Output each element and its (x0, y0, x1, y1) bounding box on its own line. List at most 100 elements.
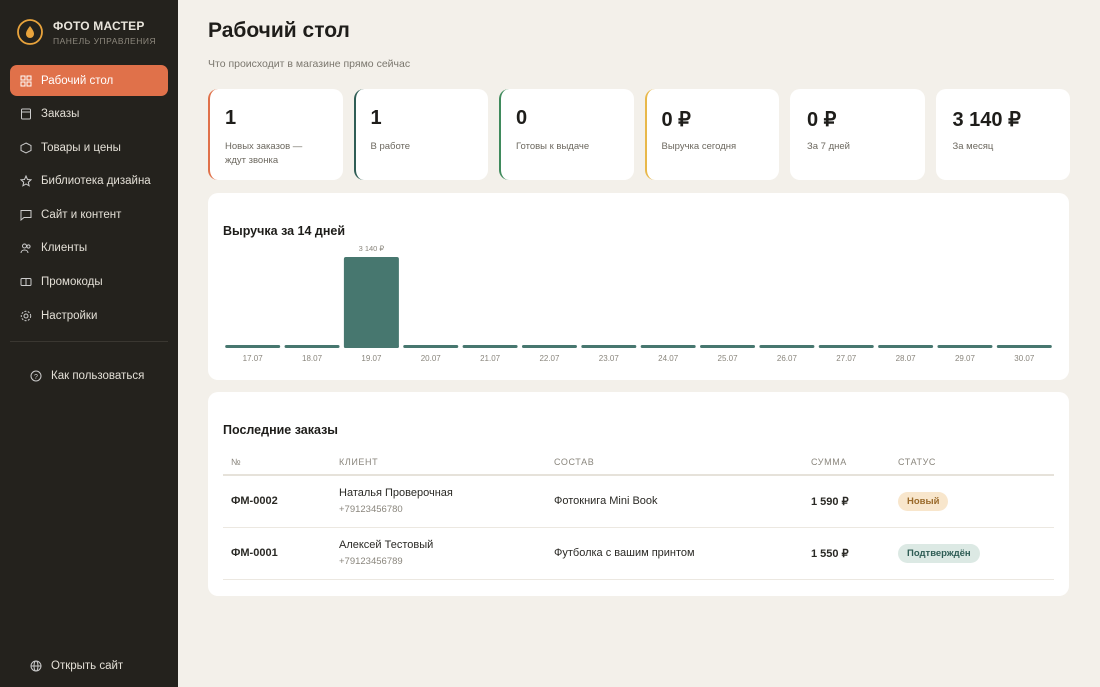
stat-label: В работе (370, 141, 411, 152)
stat-value: 0 ₽ (807, 109, 837, 131)
nav-label: Сайт и контент (41, 208, 122, 221)
open-site-label: Открыть сайт (51, 659, 124, 672)
bar-track (759, 345, 815, 348)
x-tick-label: 30.07 (1014, 354, 1035, 363)
x-tick-label: 20.07 (421, 354, 442, 363)
order-id: ФМ-0002 (223, 475, 331, 528)
nav-item[interactable]: Рабочий стол (10, 65, 168, 96)
x-tick-label: 22.07 (539, 354, 560, 363)
column-header: КЛИЕНТ (331, 450, 546, 476)
help-link[interactable]: ? Как пользоваться (20, 360, 144, 391)
stat-card: 1 Новых заказов — ждут звонка (208, 89, 343, 180)
x-tick-label: 23.07 (599, 354, 620, 363)
bar-track (937, 345, 993, 348)
stat-label: Готовы к выдаче (516, 141, 590, 152)
order-items: Фотокнига Mini Book (546, 475, 803, 528)
order-row: ФМ-0002 Наталья Проверочная +79123456780 Фо… (223, 475, 1054, 528)
logo (17, 19, 43, 45)
help-label: Как пользоваться (51, 369, 145, 382)
x-tick-label: 18.07 (302, 354, 323, 363)
orders-card: Последние заказы № КЛИЕНТ СОСТАВ СУММА СТАТУ… (208, 392, 1069, 596)
client-phone: +79123456789 (339, 556, 403, 567)
client-cell: Наталья Проверочная +79123456780 (331, 475, 546, 528)
stat-value: 3 140 ₽ (952, 109, 1021, 131)
nav-label: Настройки (41, 309, 98, 322)
nav-item[interactable]: Библиотека дизайна (10, 166, 168, 197)
x-tick-label: 25.07 (718, 354, 739, 363)
order-items: Футболка с вашим принтом (546, 527, 803, 580)
nav-item[interactable]: Клиенты (10, 233, 168, 264)
order-sum: 1 590 ₽ (803, 475, 890, 528)
bar-track (225, 345, 281, 348)
x-tick-label: 19.07 (361, 354, 382, 363)
order-id: ФМ-0001 (223, 527, 331, 580)
x-tick-label: 24.07 (658, 354, 679, 363)
stat-card: 0 ₽ Выручка сегодня (644, 89, 779, 180)
chart: 17.07 18.07 19.07 3 140 ₽ 20.07 21.07 22.07 23.… (225, 244, 1052, 363)
page-subtitle: Что происходит в магазине прямо сейчас (208, 58, 411, 70)
svg-text:?: ? (34, 374, 38, 381)
brand: ФОТО МАСТЕР ПАНЕЛЬ УПРАВЛЕНИЯ (16, 18, 156, 46)
stat-value: 1 (370, 107, 382, 129)
stats: 1 Новых заказов — ждут звонка 1 В работе 0 Го… (208, 89, 1070, 180)
x-tick-label: 26.07 (777, 354, 798, 363)
bar-track (581, 345, 637, 348)
nav-item[interactable]: Промокоды (10, 267, 168, 298)
nav-item[interactable]: Товары и цены (10, 132, 168, 163)
bar-track (462, 345, 518, 348)
nav: Рабочий стол Заказы Товары и цены Библиотек… (10, 65, 168, 334)
page-title: Рабочий стол (208, 19, 350, 42)
chart-card: Выручка за 14 дней 17.07 18.07 19.07 3 140 … (208, 193, 1069, 380)
x-tick-label: 28.07 (896, 354, 917, 363)
stat-label: За 7 дней (807, 141, 850, 152)
stat-card: 3 140 ₽ За месяц (935, 89, 1070, 180)
nav-label: Товары и цены (41, 141, 121, 154)
nav-label: Библиотека дизайна (41, 175, 151, 188)
nav-label: Клиенты (41, 242, 88, 255)
status-badge: Подтверждён (898, 543, 980, 563)
chart-title: Выручка за 14 дней (223, 224, 346, 238)
open-site-link[interactable]: Открыть сайт (20, 650, 123, 681)
nav-item[interactable]: Заказы (10, 99, 168, 130)
client-name: Наталья Проверочная (339, 487, 453, 500)
value-label: 3 140 ₽ (359, 244, 385, 253)
x-tick-label: 21.07 (480, 354, 501, 363)
client-phone: +79123456780 (339, 504, 403, 516)
stat-card: 0 ₽ За 7 дней (790, 89, 925, 180)
column-header: СОСТАВ (546, 450, 803, 476)
status-cell: Новый (890, 475, 1054, 528)
column-header: № (223, 450, 331, 476)
bar-track (521, 345, 577, 348)
order-row: ФМ-0001 Алексей Тестовый +79123456789 Футбо… (223, 527, 1054, 580)
nav-item[interactable]: Сайт и контент (10, 199, 168, 230)
bar-track (284, 345, 340, 348)
stat-label: Новых заказов — ждут звонка (225, 141, 303, 166)
stat-label: Выручка сегодня (661, 141, 737, 152)
brand-title: ФОТО МАСТЕР (53, 18, 145, 33)
bar-track (818, 345, 874, 348)
client-name: Алексей Тестовый (339, 539, 434, 551)
order-sum: 1 550 ₽ (803, 527, 890, 580)
column-header: СУММА (803, 450, 890, 476)
column-header: СТАТУС (890, 450, 1054, 476)
nav-label: Промокоды (41, 276, 103, 289)
nav-item[interactable]: Настройки (10, 300, 168, 331)
sidebar: ФОТО МАСТЕР ПАНЕЛЬ УПРАВЛЕНИЯ Рабочий ст… (0, 0, 178, 687)
stat-value: 0 ₽ (661, 109, 691, 131)
stat-card: 1 В работе (353, 89, 488, 180)
status-badge: Новый (898, 491, 949, 511)
stat-card: 0 Готовы к выдаче (499, 89, 634, 180)
stat-label: За месяц (952, 141, 994, 152)
separator (10, 341, 168, 342)
client-cell: Алексей Тестовый +79123456789 (331, 527, 546, 580)
bar-track (403, 345, 459, 348)
bar-track (878, 345, 934, 348)
orders-title: Последние заказы (223, 423, 338, 437)
status-cell: Подтверждён (890, 527, 1054, 580)
stat-value: 1 (225, 107, 237, 129)
nav-label: Рабочий стол (41, 74, 114, 87)
table-header: № КЛИЕНТ СОСТАВ СУММА СТАТУС (223, 450, 1054, 476)
x-tick-label: 27.07 (836, 354, 857, 363)
